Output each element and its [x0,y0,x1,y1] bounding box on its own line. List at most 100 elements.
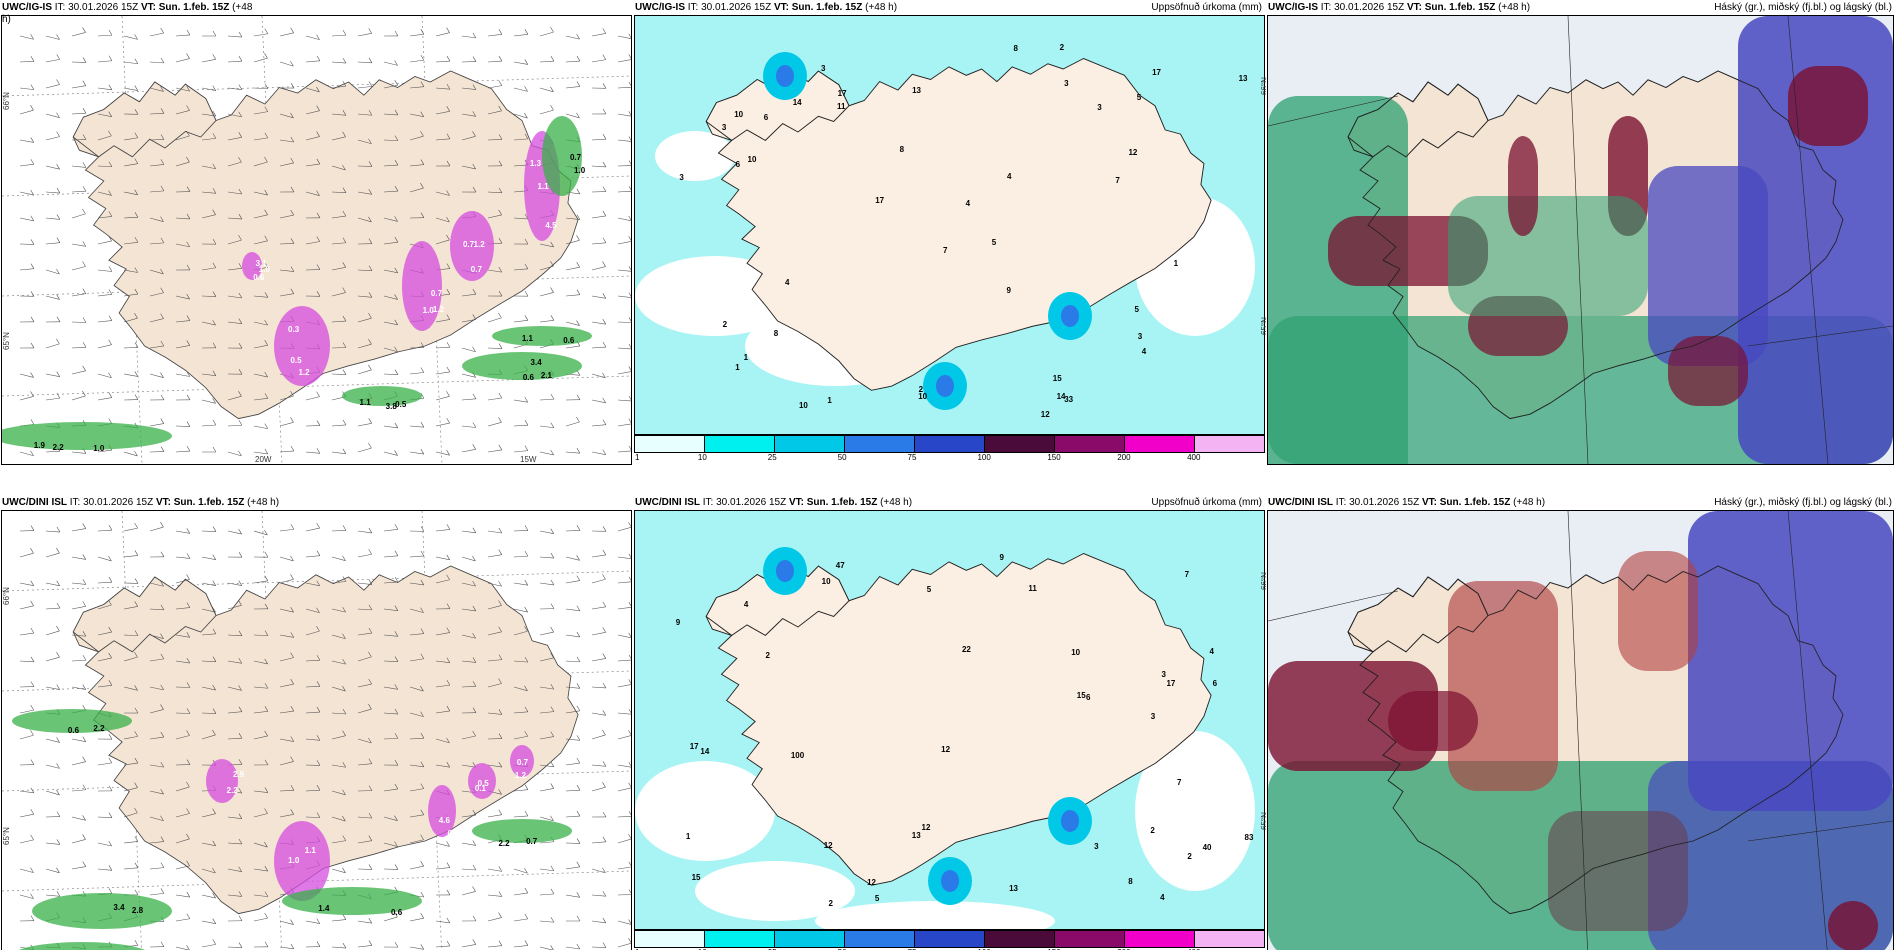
wind-barb [383,422,399,429]
wind-barb [227,318,243,325]
precip-amount-label: 6 [763,113,769,123]
wind-barb [201,291,217,297]
coastline [1347,565,1844,915]
cloud-layer [1618,551,1698,671]
precip-amount-label: 2 [1187,851,1192,861]
init-time: IT: 30.01.2026 15Z [67,497,156,508]
wind-barb [435,705,451,714]
wind-barb [591,372,606,379]
precip-area [450,211,494,281]
wind-barb [435,574,450,584]
colorbar-tick-label: 75 [908,948,917,950]
valid-time: VT: Sun. 1.feb. 15Z [155,497,245,508]
colorbar-segment [705,931,775,947]
wind-barb [201,918,216,924]
wind-barb [513,290,529,297]
wind-barb [123,267,139,273]
wind-barb [19,656,35,663]
wind-barb [565,289,581,297]
wind-barb [279,705,295,714]
wind-barb [253,106,269,115]
panel-title: UWC/DINI ISL IT: 30.01.2026 15Z VT: Sun.… [1268,497,1545,509]
wind-barb [97,555,112,562]
wind-barb [331,914,347,922]
wind-barb [201,30,217,37]
precip-amount-label: 15 [1052,374,1062,384]
colorbar-segment [1125,931,1195,947]
wind-barb [435,417,450,427]
precip-value-label: 3.4 [113,903,125,913]
wind-barb [565,810,581,818]
wind-barb [45,547,60,558]
precip-amount-label: 12 [1128,148,1138,158]
wind-barb [201,398,216,404]
wind-barb [19,137,35,143]
valid-time: VT: Sun. 1.feb. 15Z [788,497,878,508]
wind-barb [591,419,607,427]
wind-barb [149,159,165,167]
cloud-layer [1648,166,1768,366]
wind-barb [487,809,503,818]
wind-barb [227,658,243,664]
wind-barb [201,892,216,899]
wind-barb [435,524,451,532]
lead-time: (+48 h) [1495,2,1531,13]
precip-amount-label: 7 [1177,778,1182,788]
wind-barb [513,731,528,740]
wind-barb [383,319,398,326]
wind-barb [201,684,216,691]
wind-barb [409,861,424,870]
wind-barb [331,342,347,349]
wind-barb [591,341,607,349]
wind-barb [513,550,529,558]
wind-barb [591,549,607,558]
wind-barb [383,237,399,245]
cloud-map [1267,510,1894,950]
wind-barb [591,161,607,168]
wind-barb [409,809,425,818]
wind-barb [71,834,86,844]
wind-barb [19,105,34,115]
westfjords-land [72,81,217,158]
wind-barb [149,313,164,323]
wind-barb [71,108,87,115]
wind-barb [487,392,503,401]
wind-barb [591,836,607,844]
wind-barb [253,912,268,922]
wind-barb [201,708,217,714]
wind-barb [435,889,451,896]
wind-barb [45,789,60,796]
valid-time: VT: Sun. 1.feb. 15Z [1421,497,1511,508]
wind-barb [97,266,113,272]
precip-amount-label: 7 [1184,570,1190,580]
wind-barb [227,528,242,535]
wind-barb [383,733,399,740]
colorbar-tick-label: 150 [1047,453,1061,462]
wind-barb [617,136,631,142]
wind-barb [409,131,424,141]
precip-amount-label: 10 [918,392,928,402]
wind-barb [487,80,503,89]
wind-barb [19,84,35,90]
wind-barb [539,241,554,248]
colorbar-segment [1055,436,1125,452]
wind-barb [19,215,34,222]
wind-barb [513,112,528,119]
wind-barb [123,550,139,558]
wind-barb [227,234,242,245]
precip-value-label: 1.1 [304,846,316,856]
wind-barb [565,575,581,584]
wind-barb [357,678,372,688]
precip-map: 3 12 14 3 5 1 4 7 3 3 1 2 4 6 2 5 7 17 10 8 8 10 17 15 14 13 17 13 9… [634,15,1265,435]
wind-barb [227,942,243,948]
wind-barb [149,57,165,64]
wind-barb [357,737,372,744]
wind-barb [71,134,87,141]
wind-barb [591,782,606,792]
wind-barb [331,237,347,245]
wind-barb [331,131,346,141]
wind-barb [123,601,139,610]
wind-barb [45,580,60,587]
wind-barb [305,735,321,741]
precip-value-label: 4.6 [438,815,450,825]
